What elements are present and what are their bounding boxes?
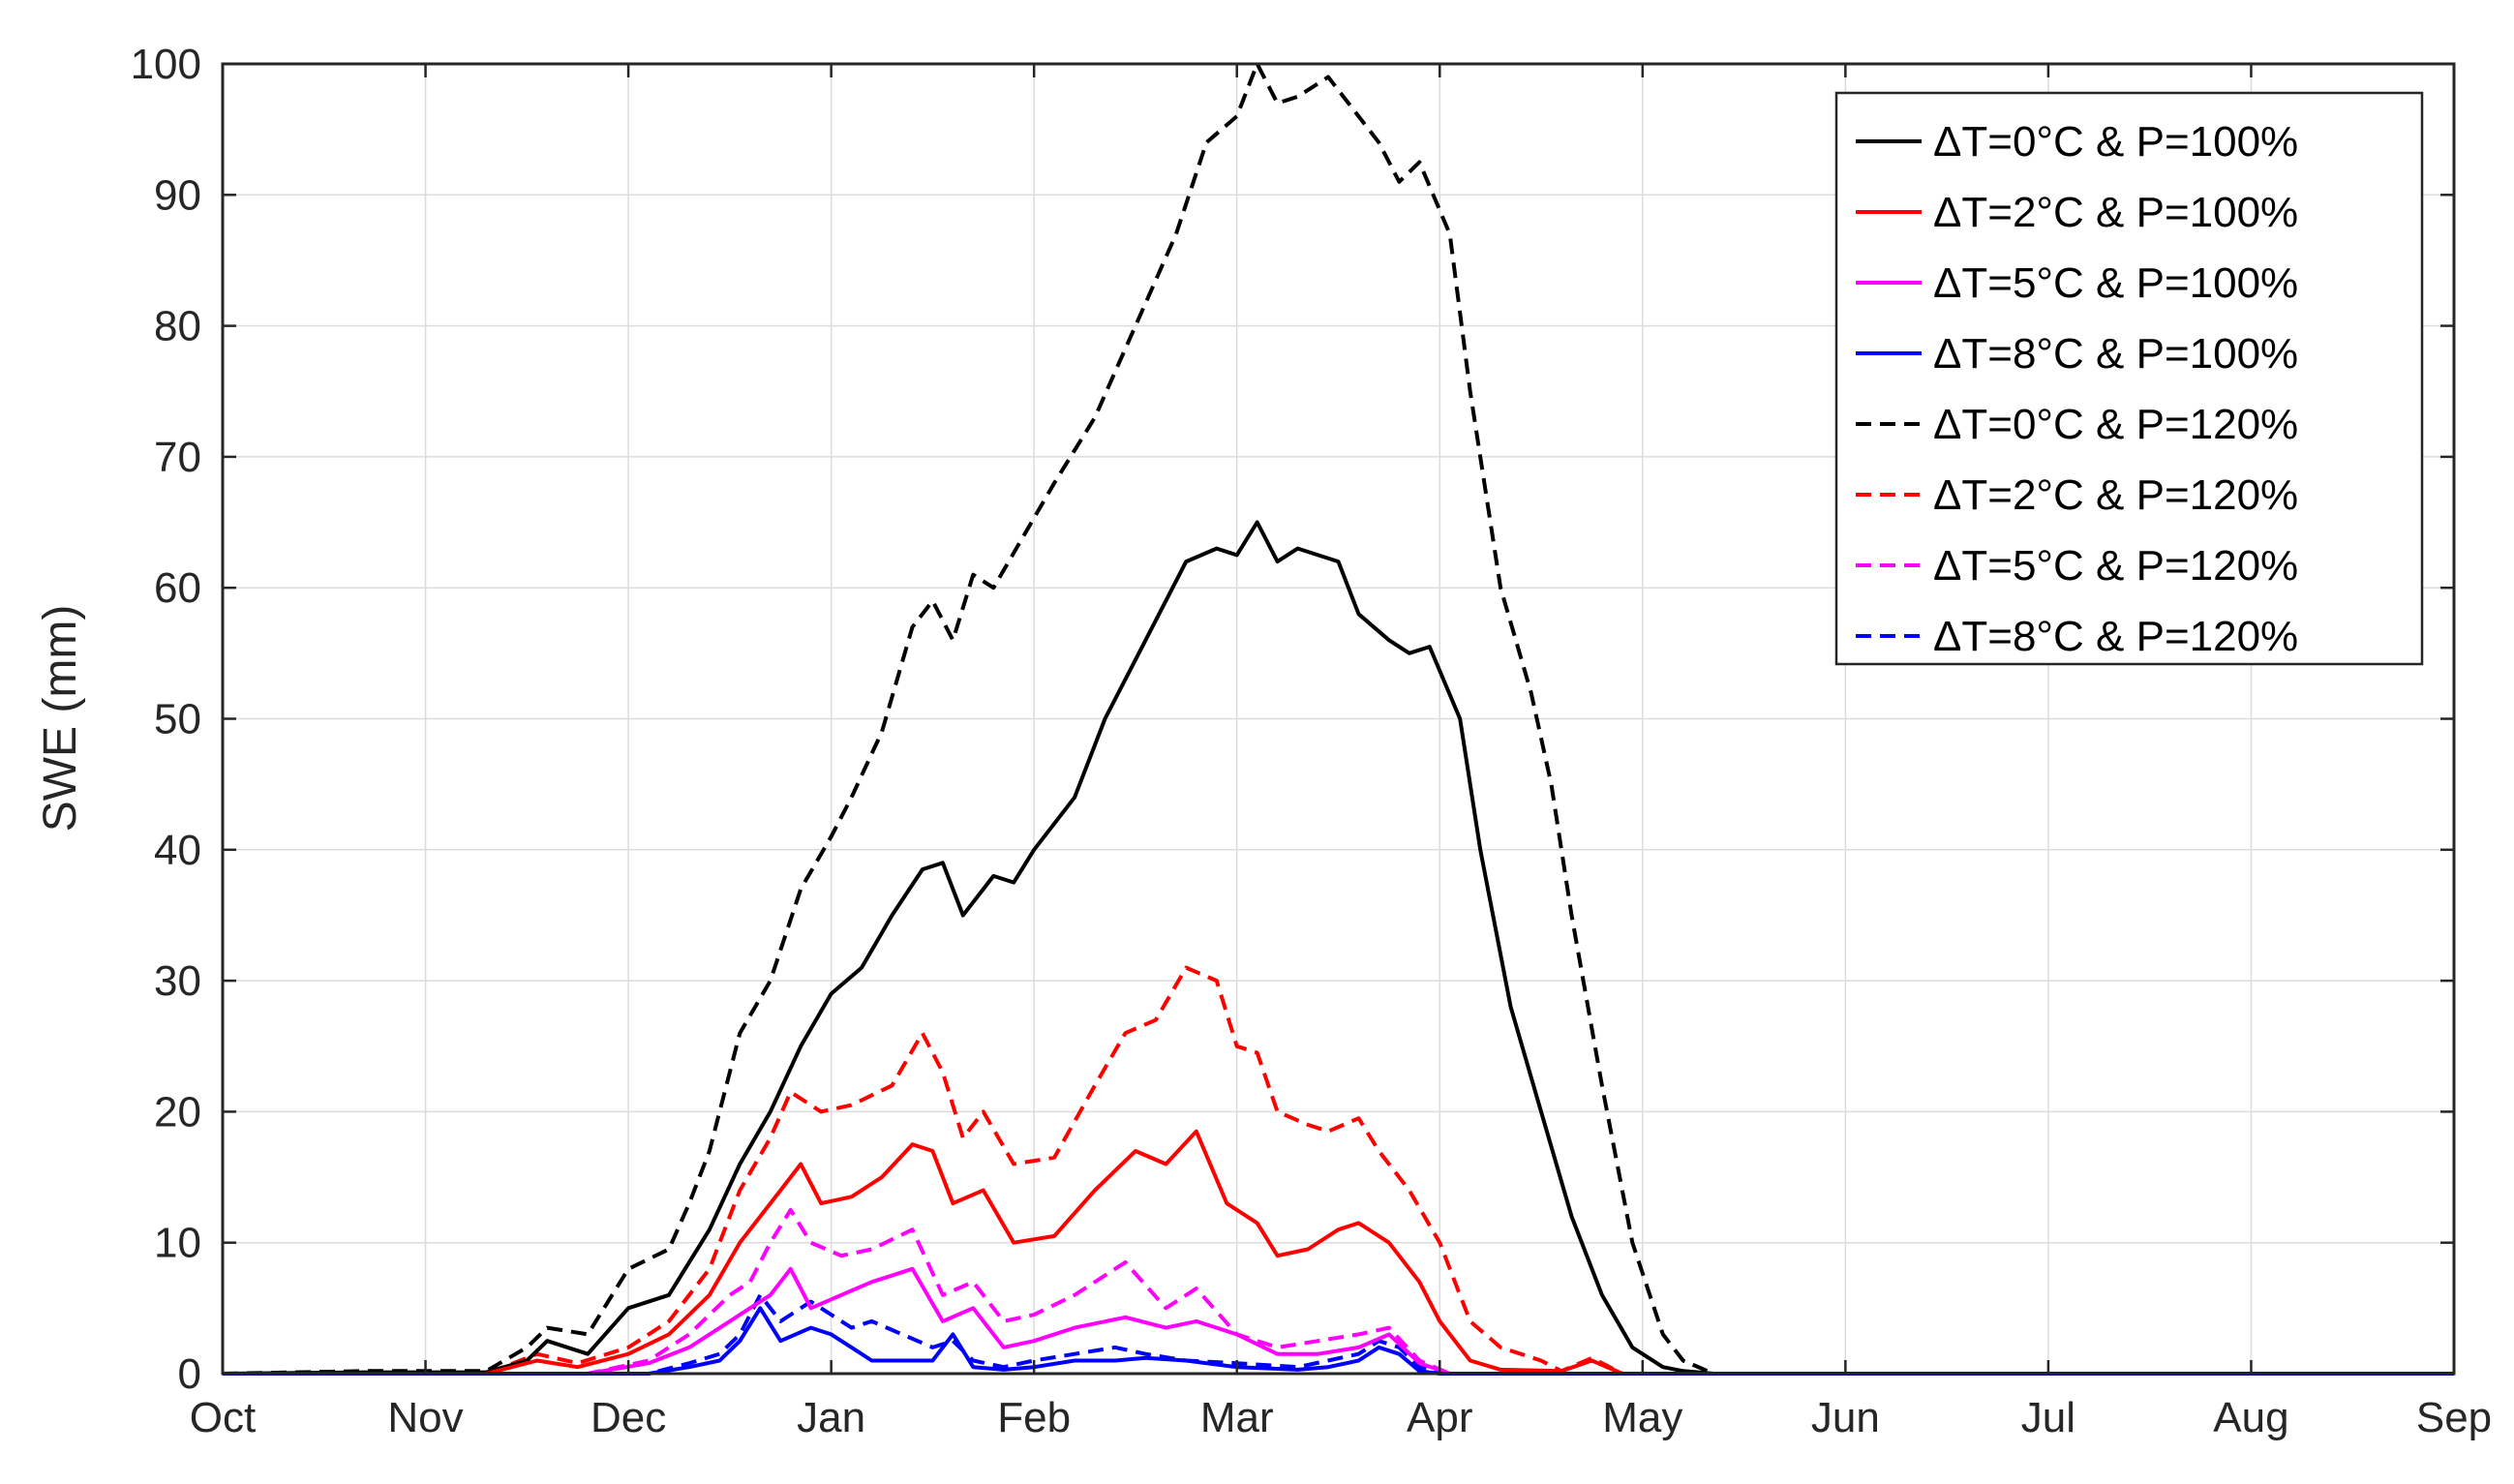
- legend-label: ΔT=2°C & P=120%: [1933, 471, 2298, 519]
- x-tick-label: Apr: [1407, 1394, 1472, 1441]
- y-tick-label: 0: [178, 1350, 201, 1398]
- x-tick-label: Jul: [2021, 1394, 2075, 1441]
- series-line: [222, 520, 2454, 1376]
- series-lines: [222, 62, 2454, 1376]
- series-line: [222, 62, 2454, 1376]
- y-tick-label: 80: [154, 303, 201, 350]
- x-tick-label: Sep: [2416, 1394, 2492, 1441]
- x-tick-label: May: [1602, 1394, 1682, 1441]
- legend-label: ΔT=8°C & P=120%: [1933, 613, 2298, 660]
- y-tick-label: 30: [154, 957, 201, 1005]
- x-axis-ticks: Oct Nov Dec Jan Feb Mar Apr May Jun Jul Aug Sep: [190, 64, 2492, 1441]
- series-line: [223, 1306, 2454, 1376]
- y-tick-label: 50: [154, 696, 201, 743]
- y-tick-label: 40: [154, 827, 201, 874]
- x-tick-label: Nov: [387, 1394, 463, 1441]
- y-tick-label: 60: [154, 564, 201, 612]
- y-axis-ticks: 0 10 20 30 40 50 60 70 80 90 100: [131, 41, 2454, 1398]
- series-line: [223, 1292, 2454, 1376]
- x-tick-label: Oct: [190, 1394, 256, 1441]
- legend-label: ΔT=0°C & P=120%: [1933, 401, 2298, 448]
- y-tick-label: 90: [154, 171, 201, 219]
- x-tick-label: Aug: [2213, 1394, 2288, 1441]
- legend: ΔT=0°C & P=100% ΔT=2°C & P=100% ΔT=5°C & P…: [1834, 91, 2424, 666]
- legend-label: ΔT=5°C & P=120%: [1933, 542, 2298, 590]
- series-line: [223, 1266, 2454, 1376]
- series-line: [223, 1129, 2454, 1376]
- y-axis-title: SWE (mm): [35, 605, 86, 833]
- legend-label: ΔT=0°C & P=100%: [1933, 118, 2298, 166]
- x-tick-label: Jan: [797, 1394, 865, 1441]
- legend-label: ΔT=2°C & P=100%: [1933, 189, 2298, 236]
- x-tick-label: Jun: [1811, 1394, 1880, 1441]
- legend-label: ΔT=5°C & P=100%: [1933, 259, 2298, 307]
- y-tick-label: 100: [131, 41, 201, 88]
- y-tick-label: 70: [154, 434, 201, 481]
- x-tick-label: Dec: [591, 1394, 666, 1441]
- series-line: [223, 965, 2454, 1376]
- x-tick-label: Feb: [997, 1394, 1071, 1441]
- series-line: [223, 1207, 2454, 1376]
- y-tick-label: 20: [154, 1088, 201, 1136]
- y-tick-label: 10: [154, 1220, 201, 1267]
- legend-label: ΔT=8°C & P=100%: [1933, 330, 2298, 378]
- x-tick-label: Mar: [1200, 1394, 1274, 1441]
- legend-box: [1834, 91, 2424, 666]
